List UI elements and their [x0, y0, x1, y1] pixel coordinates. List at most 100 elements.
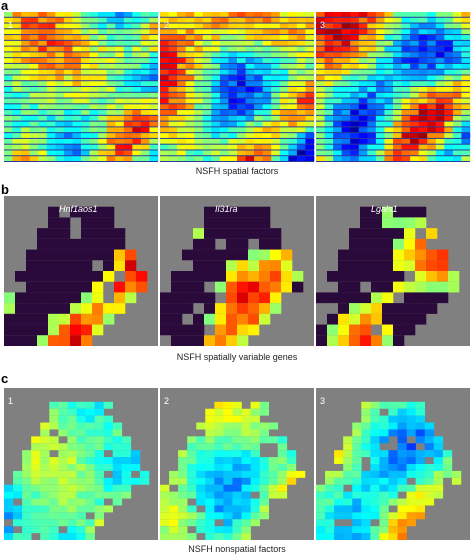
- heatmap-cell: [279, 133, 289, 138]
- heatmap-cell: [123, 98, 133, 104]
- heatmap-cell: [259, 249, 271, 261]
- heatmap-cell: [132, 92, 142, 98]
- heatmap-cell: [228, 69, 238, 75]
- heatmap-cell: [205, 443, 215, 451]
- heatmap-cell: [55, 46, 65, 52]
- heatmap-cell: [177, 35, 186, 40]
- heatmap-cell: [433, 491, 444, 499]
- heatmap-cell: [29, 81, 39, 86]
- heatmap-cell: [115, 104, 125, 110]
- heatmap-cell: [160, 52, 169, 58]
- heatmap-cell: [325, 519, 335, 527]
- heatmap-cell: [461, 75, 471, 81]
- heatmap-cell: [406, 415, 416, 423]
- heatmap-cell: [4, 81, 13, 86]
- heatmap-panel: [4, 196, 158, 346]
- heatmap-cell: [433, 477, 444, 485]
- heatmap-cell: [40, 533, 50, 540]
- heatmap-cell: [250, 415, 260, 423]
- heatmap-cell: [202, 144, 212, 150]
- heatmap-cell: [305, 87, 315, 92]
- heatmap-cell: [21, 115, 30, 121]
- heatmap-cell: [296, 58, 306, 63]
- heatmap-cell: [67, 477, 77, 485]
- heatmap-cell: [81, 271, 93, 282]
- heatmap-cell: [397, 470, 407, 478]
- heatmap-cell: [349, 249, 361, 261]
- heatmap-cell: [370, 408, 380, 416]
- heatmap-cell: [358, 52, 368, 58]
- heatmap-cell: [259, 292, 271, 304]
- heatmap-cell: [202, 92, 212, 98]
- heatmap-cell: [115, 17, 125, 23]
- heatmap-cell: [185, 92, 195, 98]
- heatmap-cell: [250, 464, 260, 471]
- heatmap-cell: [435, 156, 445, 161]
- heatmap-cell: [21, 121, 30, 127]
- heatmap-cell: [81, 156, 90, 161]
- heatmap-cell: [160, 35, 169, 40]
- heatmap-cell: [350, 40, 360, 46]
- heatmap-cell: [452, 17, 462, 23]
- heatmap-cell: [241, 415, 251, 423]
- heatmap-cell: [262, 138, 272, 144]
- heatmap-cell: [361, 491, 371, 499]
- heatmap-cell: [38, 110, 48, 115]
- heatmap-cell: [168, 81, 178, 86]
- heatmap-cell: [461, 58, 471, 63]
- heatmap-cell: [393, 52, 402, 58]
- heatmap-cell: [245, 121, 255, 127]
- heatmap-cell: [435, 127, 445, 133]
- heatmap-cell: [26, 292, 38, 304]
- heatmap-cell: [358, 115, 368, 121]
- heatmap-cell: [375, 138, 385, 144]
- heatmap-cell: [121, 484, 132, 492]
- heatmap-cell: [63, 17, 73, 23]
- heatmap-cell: [401, 52, 411, 58]
- heatmap-cell: [427, 35, 437, 40]
- heatmap-cell: [187, 484, 197, 492]
- heatmap-cell: [98, 40, 107, 46]
- heatmap-cell: [296, 23, 306, 29]
- heatmap-cell: [31, 484, 41, 492]
- heatmap-cell: [214, 401, 224, 409]
- heatmap-cell: [271, 52, 281, 58]
- heatmap-cell: [187, 491, 197, 499]
- heatmap-cell: [187, 512, 197, 520]
- heatmap-cell: [89, 127, 99, 133]
- heatmap-cell: [296, 52, 306, 58]
- heatmap-cell: [49, 415, 59, 423]
- heatmap-cell: [202, 98, 212, 104]
- heatmap-cell: [12, 40, 22, 46]
- heatmap-cell: [223, 415, 233, 423]
- heatmap-cell: [228, 87, 238, 92]
- heatmap-cell: [415, 281, 427, 293]
- heatmap-cell: [31, 498, 41, 506]
- heatmap-cell: [415, 271, 427, 282]
- heatmap-cell: [379, 450, 389, 458]
- heatmap-cell: [379, 464, 389, 471]
- heatmap-cell: [29, 87, 39, 92]
- heatmap-cell: [63, 104, 73, 110]
- heatmap-cell: [70, 206, 82, 218]
- heatmap-cell: [367, 121, 377, 127]
- heatmap-cell: [106, 58, 116, 63]
- heatmap-cell: [168, 75, 178, 81]
- heatmap-cell: [67, 422, 77, 430]
- heatmap-cell: [140, 121, 150, 127]
- heatmap-cell: [193, 238, 205, 250]
- heatmap-cell: [205, 505, 215, 513]
- heatmap-cell: [194, 52, 204, 58]
- heatmap-cell: [452, 144, 462, 150]
- heatmap-cell: [410, 133, 419, 138]
- heatmap-cell: [397, 436, 407, 444]
- heatmap-cell: [130, 450, 141, 458]
- heatmap-cell: [72, 52, 82, 58]
- heatmap-cell: [461, 29, 471, 35]
- heatmap-cell: [427, 150, 437, 156]
- heatmap-cell: [451, 477, 462, 485]
- heatmap-cell: [384, 121, 394, 127]
- heatmap-cell: [382, 303, 394, 314]
- heatmap-cell: [245, 156, 255, 161]
- heatmap-cell: [194, 46, 204, 52]
